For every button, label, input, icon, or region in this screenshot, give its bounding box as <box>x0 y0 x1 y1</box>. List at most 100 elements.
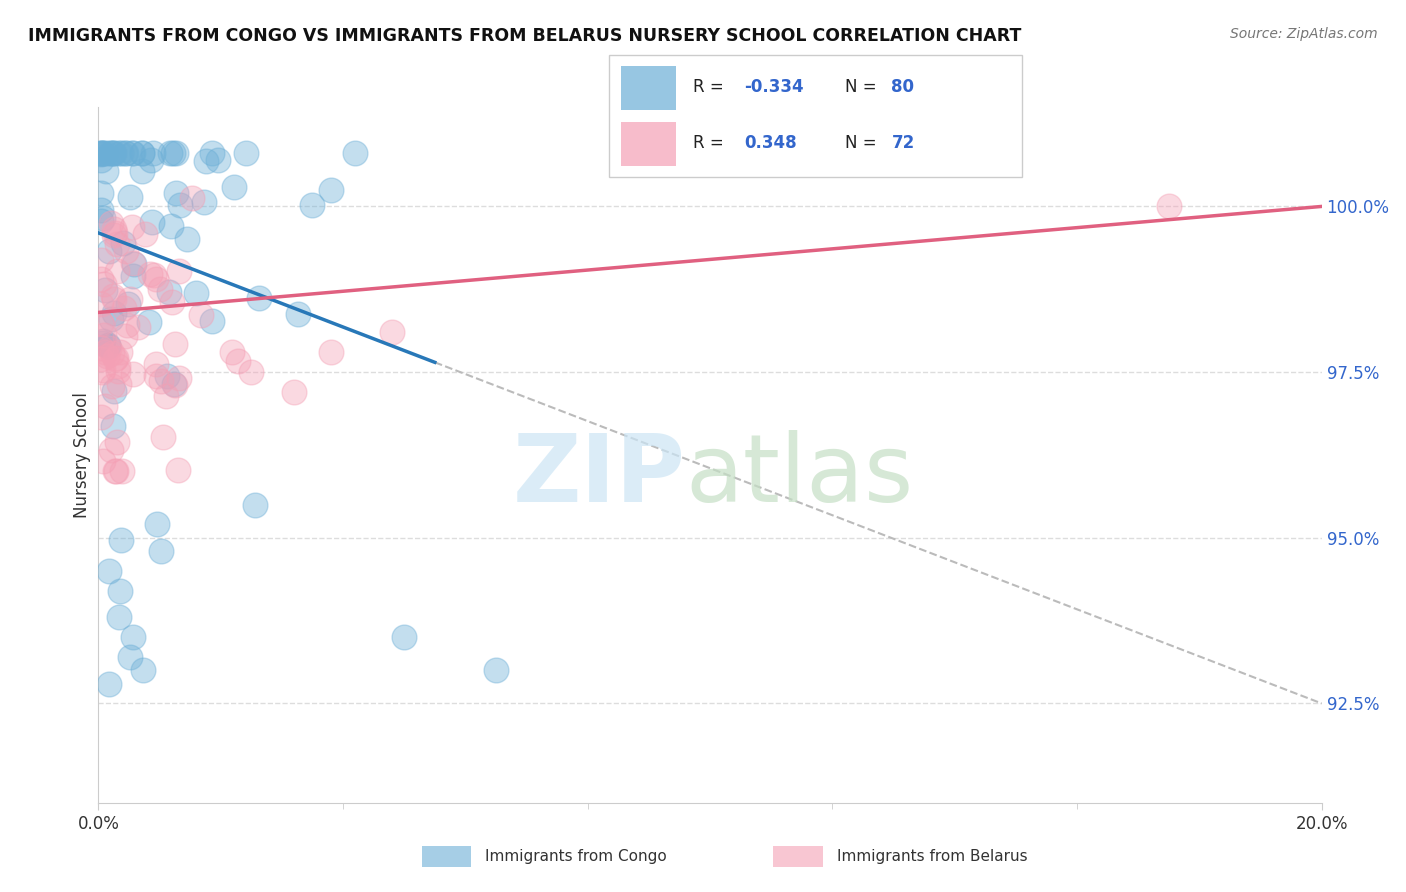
Y-axis label: Nursery School: Nursery School <box>73 392 91 518</box>
Point <box>157 285 180 299</box>
Point <box>107 364 129 378</box>
Point <box>90 253 112 268</box>
Point <box>101 345 124 359</box>
Point <box>122 257 145 271</box>
Point <box>122 367 145 381</box>
Point <box>121 269 143 284</box>
Point <box>90 146 112 161</box>
Point <box>152 429 174 443</box>
Point <box>207 153 229 167</box>
Point <box>103 289 125 303</box>
Point <box>162 146 184 161</box>
Point <box>240 365 263 379</box>
Point <box>181 191 204 205</box>
Point <box>97 338 120 352</box>
Point <box>160 219 183 234</box>
Point <box>134 227 156 241</box>
Point <box>108 344 131 359</box>
Point <box>193 194 215 209</box>
Point <box>142 268 165 282</box>
Point <box>190 308 212 322</box>
Point <box>103 222 125 236</box>
Point <box>104 226 127 240</box>
Point <box>103 293 125 307</box>
Bar <box>422 846 471 867</box>
Text: 72: 72 <box>891 135 915 153</box>
Point <box>115 146 138 161</box>
Point <box>319 183 342 197</box>
Point <box>131 146 153 161</box>
Point <box>108 583 131 598</box>
Point <box>110 146 132 161</box>
Point <box>94 146 117 161</box>
Point <box>344 146 367 161</box>
Point <box>243 498 266 512</box>
Point <box>103 227 125 242</box>
Point <box>1157 199 1180 213</box>
Point <box>235 146 257 161</box>
Point <box>91 336 114 351</box>
Point <box>165 378 187 392</box>
Point <box>103 146 125 161</box>
Point <box>91 334 114 348</box>
Point <box>121 146 143 161</box>
Point <box>163 377 186 392</box>
Point <box>100 216 122 230</box>
Text: N =: N = <box>845 78 882 96</box>
Point <box>176 231 198 245</box>
Text: R =: R = <box>693 78 730 96</box>
Point <box>94 283 117 297</box>
Point <box>100 443 122 458</box>
Point <box>287 307 309 321</box>
Point <box>122 630 145 644</box>
Point <box>145 272 167 286</box>
Point <box>104 351 127 366</box>
Point <box>139 153 162 168</box>
Point <box>118 292 141 306</box>
Point <box>107 146 129 161</box>
Point <box>98 341 121 355</box>
Point <box>107 359 129 373</box>
Point <box>131 163 153 178</box>
Point <box>155 389 177 403</box>
Point <box>90 186 112 201</box>
Point <box>91 365 114 379</box>
Point <box>114 328 136 343</box>
Point <box>105 465 128 479</box>
Point <box>111 235 134 250</box>
Point <box>138 315 160 329</box>
Text: Source: ZipAtlas.com: Source: ZipAtlas.com <box>1230 27 1378 41</box>
Text: N =: N = <box>845 135 882 153</box>
Point <box>98 676 121 690</box>
Text: -0.334: -0.334 <box>744 78 803 96</box>
Point <box>90 214 112 228</box>
Point <box>107 610 129 624</box>
Point <box>105 237 128 252</box>
Point <box>224 180 246 194</box>
Point <box>150 374 173 388</box>
Point <box>114 244 136 258</box>
Point <box>139 267 162 281</box>
Point <box>194 154 217 169</box>
Point <box>91 454 114 468</box>
Point <box>97 564 120 578</box>
Text: 0.348: 0.348 <box>744 135 796 153</box>
Point <box>90 272 112 286</box>
Point <box>150 544 173 558</box>
Point <box>283 384 305 399</box>
Point <box>104 352 127 367</box>
Point <box>100 311 122 326</box>
Text: ZIP: ZIP <box>513 430 686 522</box>
Bar <box>621 122 676 166</box>
Point <box>156 369 179 384</box>
Point <box>110 533 132 548</box>
Point <box>145 357 167 371</box>
Point <box>167 371 190 385</box>
Point <box>105 264 128 278</box>
Point <box>132 663 155 677</box>
Point <box>90 146 112 161</box>
Text: atlas: atlas <box>686 430 914 522</box>
Text: Immigrants from Belarus: Immigrants from Belarus <box>837 849 1028 863</box>
Point <box>98 146 121 161</box>
Point <box>101 379 124 393</box>
